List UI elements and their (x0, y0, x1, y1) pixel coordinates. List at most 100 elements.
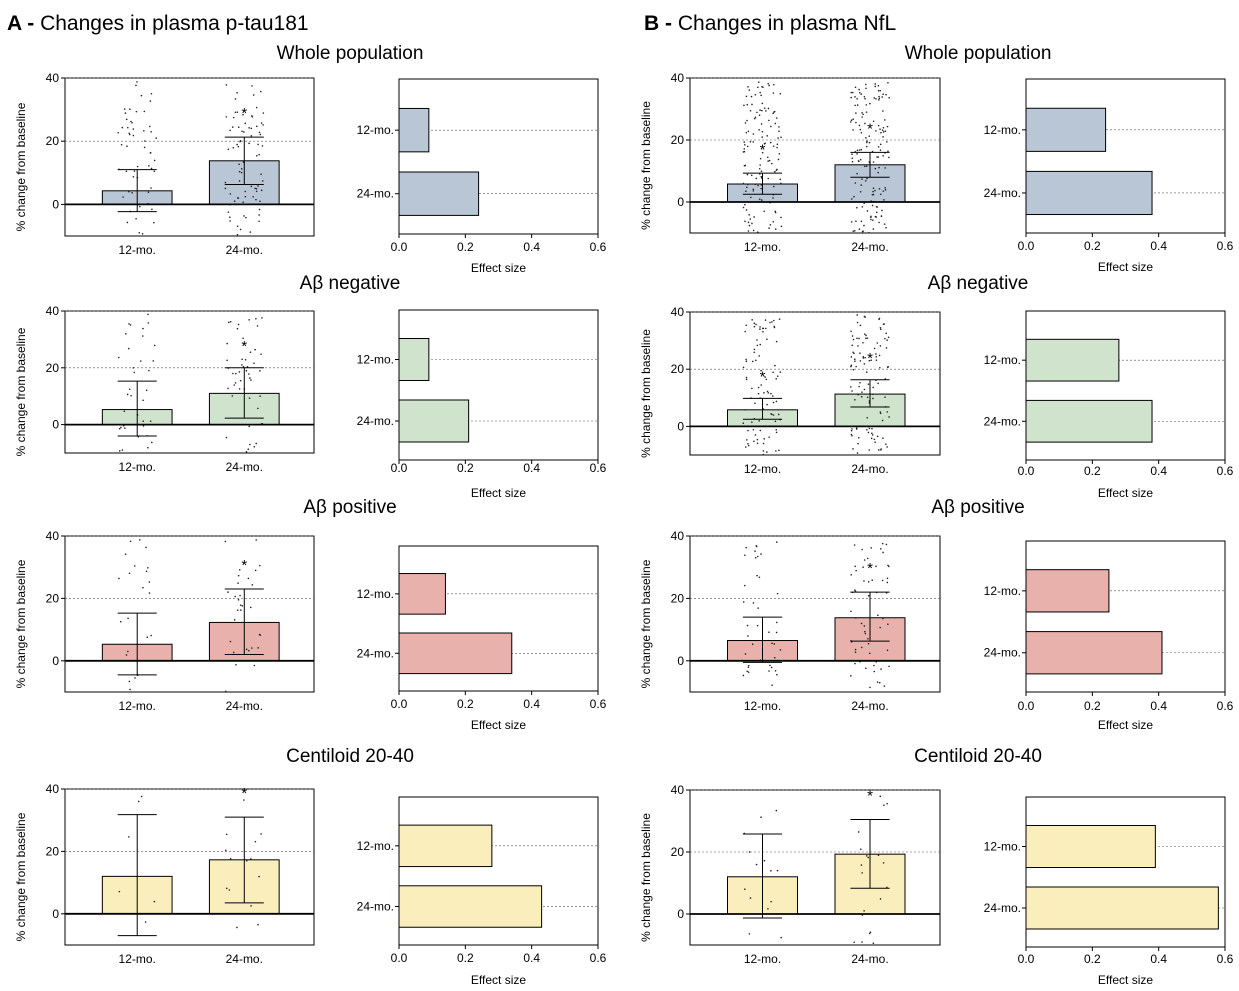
data-point (863, 910, 865, 912)
data-point (751, 103, 753, 106)
data-point (129, 688, 131, 691)
data-point (224, 690, 227, 693)
data-point (147, 566, 149, 569)
data-point (255, 190, 258, 193)
data-point (877, 84, 880, 87)
data-point (239, 604, 242, 606)
data-point (866, 855, 868, 857)
data-point (257, 185, 259, 187)
data-point (120, 143, 123, 146)
data-point (756, 438, 759, 441)
data-point (236, 225, 239, 228)
data-point (882, 437, 884, 439)
data-point (875, 353, 877, 355)
data-point (762, 86, 764, 89)
data-point (850, 356, 853, 358)
data-point (747, 635, 749, 637)
data-point (248, 425, 250, 428)
data-point (259, 370, 261, 372)
data-point (875, 98, 877, 100)
data-point (854, 648, 857, 651)
data-point (778, 318, 781, 320)
data-point (747, 442, 749, 445)
data-point (260, 189, 263, 192)
effect-bar-24-mo. (398, 171, 480, 216)
data-point (773, 656, 776, 659)
data-point (858, 88, 860, 91)
data-point (862, 357, 865, 359)
data-point (864, 122, 866, 125)
x-tick-label: 0.6 (1217, 699, 1234, 713)
data-point (767, 82, 770, 85)
data-point (854, 104, 856, 107)
y-category-label: 12-mo. (984, 840, 1021, 854)
data-point (872, 161, 875, 163)
data-point (127, 347, 130, 350)
data-point (886, 577, 889, 580)
plot-frame (398, 78, 599, 235)
data-point (259, 133, 262, 136)
data-point (865, 165, 868, 168)
data-point (262, 112, 265, 114)
data-point (757, 86, 759, 89)
data-point (875, 565, 877, 568)
data-point (747, 666, 750, 669)
significance-star: * (760, 368, 766, 385)
significance-star: * (867, 121, 873, 138)
x-category-label: 12-mo. (119, 952, 156, 966)
data-point (775, 621, 778, 624)
data-point (871, 579, 874, 581)
data-point (767, 391, 770, 394)
data-point (867, 431, 870, 434)
y-category-label: 24-mo. (357, 414, 394, 428)
data-point (258, 875, 260, 878)
data-point (768, 227, 770, 229)
data-point (856, 97, 858, 100)
data-point (853, 941, 855, 944)
data-point (744, 554, 746, 557)
y-tick-label: 0 (52, 907, 59, 921)
data-point (886, 649, 889, 652)
chart-group-b-3: Aβ positive 0 20 40 % change from baseline 12… (639, 497, 1234, 732)
data-point (880, 131, 882, 134)
data-point (748, 933, 751, 935)
chart-subtitle: Centiloid 20-40 (914, 746, 1042, 767)
y-axis-label: % change from baseline (639, 813, 653, 942)
data-point (855, 365, 857, 368)
data-point (257, 407, 259, 410)
y-tick-label: 20 (671, 591, 685, 605)
data-point (251, 584, 254, 586)
data-point (880, 448, 882, 450)
data-point (869, 686, 871, 689)
data-point (145, 570, 148, 573)
data-point (776, 673, 778, 676)
data-point (767, 907, 769, 910)
data-point (765, 110, 767, 112)
data-point (258, 208, 261, 211)
data-point (249, 377, 251, 379)
data-point (748, 89, 751, 91)
data-point (860, 864, 863, 866)
data-point (226, 359, 228, 362)
data-point (241, 364, 243, 366)
plot-frame (64, 535, 315, 693)
data-point (858, 149, 861, 151)
data-point (876, 681, 879, 683)
data-point (749, 109, 752, 112)
data-point (873, 347, 876, 350)
data-point (865, 667, 867, 670)
data-point (777, 158, 780, 161)
data-point (867, 594, 870, 597)
data-point (130, 394, 132, 397)
data-point (886, 339, 888, 341)
effect-size-chart: 12-mo. 24-mo. 0.0 0.2 0.4 0.6 Effect size (357, 78, 607, 275)
data-point (257, 647, 259, 649)
data-point (254, 348, 256, 351)
data-point (760, 187, 763, 190)
data-point (153, 170, 156, 173)
x-axis-label: Effect size (1098, 718, 1153, 732)
data-point (759, 157, 762, 160)
data-point (858, 385, 860, 388)
data-point (772, 185, 775, 188)
data-point (868, 359, 871, 362)
